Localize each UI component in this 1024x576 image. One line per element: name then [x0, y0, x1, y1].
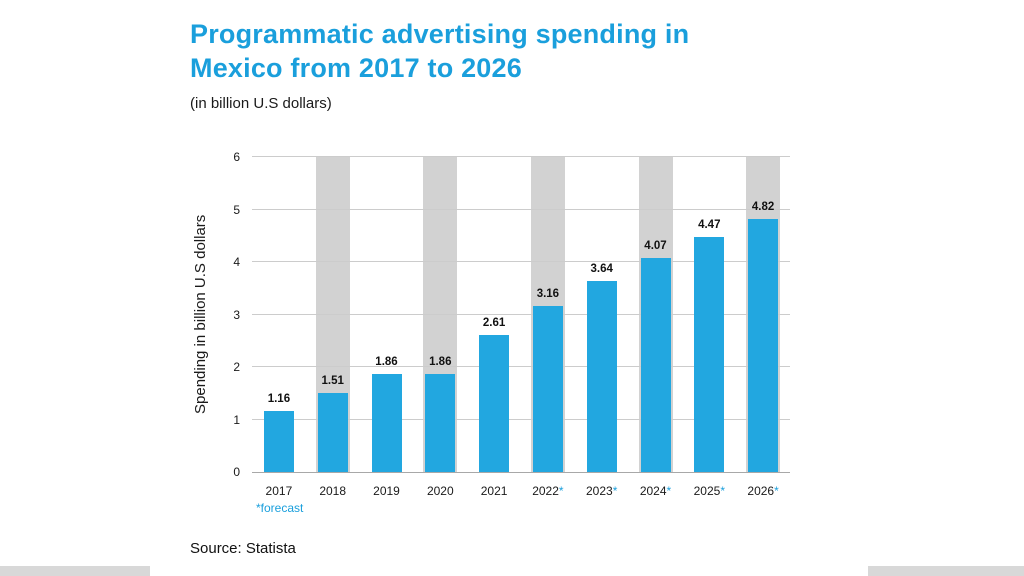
source-label: Source: Statista [190, 540, 296, 557]
bar-2021 [479, 334, 510, 472]
bar-value-label: 3.16 [536, 288, 560, 301]
year-text: 2021 [480, 484, 508, 498]
plot-area: 1.16 2017 1.51 2018 1.86 2019 1.86 2020 2.61 2021… [252, 156, 790, 498]
bar-2025 [694, 237, 725, 472]
bar-value-label: 3.64 [590, 262, 613, 275]
gridline [252, 261, 790, 262]
year-text: 2019 [373, 484, 400, 498]
chart-title: Programmatic advertising spending in Mex… [190, 19, 690, 83]
page-edge-right [868, 566, 1024, 576]
gridline [252, 156, 790, 157]
bar-2017 [263, 411, 294, 472]
year-text: 2022 [532, 484, 559, 498]
x-tick-label: 2019 [359, 484, 415, 498]
year-text: 2018 [319, 484, 347, 498]
gridline [252, 418, 790, 420]
y-tick-label: 1 [233, 412, 240, 427]
x-tick-label: 2022* [520, 484, 576, 498]
x-tick-label: 2020 [412, 484, 468, 498]
x-tick-label: 2021 [466, 484, 522, 498]
y-tick-label: 5 [233, 202, 240, 217]
y-axis-label: Spending in billion U.S dollars [192, 214, 209, 415]
y-tick-label: 2 [233, 360, 240, 374]
x-tick-label: 2024* [628, 484, 684, 498]
forecast-asterisk: * [558, 484, 564, 498]
gridline [252, 313, 790, 315]
year-text: 2026 [747, 484, 775, 498]
forecast-asterisk: * [666, 484, 672, 498]
forecast-footnote: *forecast [256, 501, 304, 515]
x-tick-label: 2026* [735, 484, 791, 498]
y-axis-ticks: 0 1 2 3 4 5 6 [214, 150, 240, 479]
gridline [252, 472, 790, 473]
gridline [252, 366, 790, 367]
forecast-asterisk: * [720, 484, 725, 498]
x-tick-label: 2017 [251, 484, 307, 498]
bar-value-label: 2.61 [482, 316, 506, 329]
year-text: 2024 [639, 484, 667, 498]
year-text: 2020 [426, 484, 454, 498]
y-tick-label: 0 [233, 465, 240, 479]
forecast-asterisk: * [612, 484, 618, 498]
bar-2020 [425, 374, 456, 472]
forecast-asterisk: * [774, 484, 779, 498]
year-text: 2017 [265, 484, 293, 498]
gridline [252, 208, 790, 210]
bar-value-label: 1.16 [267, 393, 291, 406]
year-text: 2025 [693, 484, 721, 498]
x-tick-label: 2025* [681, 484, 737, 498]
bar-2019 [371, 374, 402, 472]
x-tick-label: 2018 [305, 484, 361, 498]
bar-2018 [317, 392, 348, 472]
bar-value-label: 4.07 [644, 240, 667, 253]
y-tick-label: 4 [233, 255, 240, 269]
year-text: 2023 [586, 484, 613, 498]
bar-2026 [748, 218, 779, 472]
bar-value-label: 1.86 [429, 356, 452, 369]
page-edge-left [0, 566, 150, 576]
bar-2024 [640, 258, 671, 472]
bar-value-label: 1.51 [321, 374, 344, 387]
y-tick-label: 3 [233, 307, 240, 322]
bar-value-label: 4.47 [698, 219, 721, 232]
bar-2023 [586, 280, 617, 472]
bar-value-label: 4.82 [751, 200, 775, 213]
x-tick-label: 2023* [574, 484, 630, 498]
chart-subtitle: (in billion U.S dollars) [190, 95, 332, 112]
y-tick-label: 6 [233, 150, 240, 164]
bar-2022 [532, 306, 563, 472]
bar-value-label: 1.86 [375, 356, 398, 369]
